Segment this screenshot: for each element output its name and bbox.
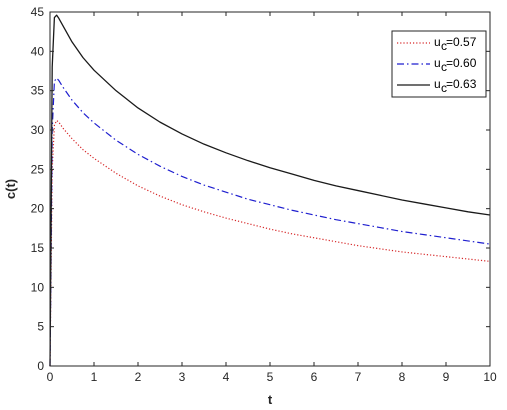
x-tick-label: 10 (483, 370, 497, 384)
legend-value: =0.60 (446, 56, 477, 70)
x-tick-label: 4 (223, 370, 230, 384)
legend-symbol: u (434, 56, 441, 70)
x-tick-label: 9 (443, 370, 450, 384)
y-tick-label: 30 (31, 123, 45, 137)
series-line-3 (49, 14, 491, 367)
y-tick-label: 5 (37, 320, 44, 334)
x-axis-label: t (268, 392, 273, 407)
legend-symbol: u (434, 77, 441, 91)
y-tick-label: 15 (31, 241, 45, 255)
x-tick-label: 3 (179, 370, 186, 384)
legend-value: =0.57 (446, 35, 477, 49)
y-tick-label: 45 (31, 5, 45, 19)
y-tick-label: 10 (31, 280, 45, 294)
x-tick-label: 2 (135, 370, 142, 384)
legend-subscript: c (441, 39, 447, 53)
x-tick-label: 0 (47, 370, 54, 384)
y-axis-label: c(t) (3, 179, 18, 199)
series-line-1 (49, 119, 491, 367)
y-tick-label: 40 (31, 44, 45, 58)
legend-value: =0.63 (446, 77, 477, 91)
x-tick-label: 1 (91, 370, 98, 384)
y-tick-label: 35 (31, 84, 45, 98)
x-tick-label: 5 (267, 370, 274, 384)
legend-subscript: c (441, 81, 447, 95)
legend-symbol: u (434, 35, 441, 49)
x-tick-label: 7 (355, 370, 362, 384)
y-tick-label: 25 (31, 162, 45, 176)
x-tick-label: 6 (311, 370, 318, 384)
y-tick-label: 0 (37, 359, 44, 373)
legend-box (391, 30, 487, 98)
legend-subscript: c (441, 60, 447, 74)
legend: u c =0.57u c =0.60u c =0.63 (391, 30, 487, 98)
x-tick-label: 8 (399, 370, 406, 384)
y-tick-label: 20 (31, 202, 45, 216)
plot-lines (49, 14, 491, 367)
series-line-2 (49, 77, 491, 367)
